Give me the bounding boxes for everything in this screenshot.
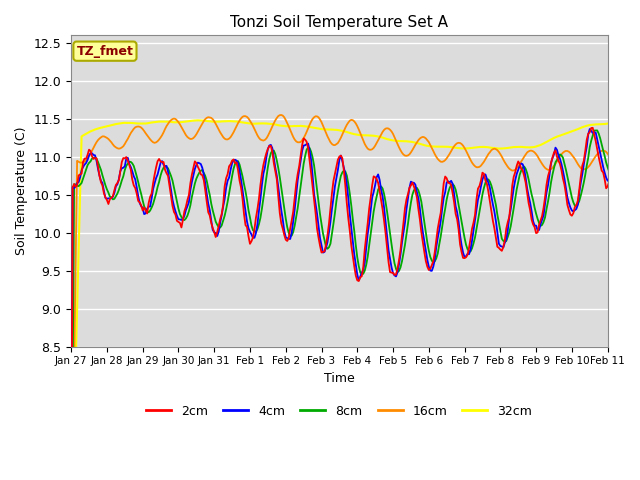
32cm <box>628 116 636 122</box>
8cm <box>638 340 640 346</box>
4cm <box>86 150 94 156</box>
8cm <box>474 217 482 223</box>
4cm <box>625 94 632 99</box>
8cm <box>629 95 637 101</box>
4cm <box>104 195 112 201</box>
2cm <box>623 92 631 97</box>
2cm <box>638 156 640 161</box>
16cm <box>86 151 94 156</box>
16cm <box>476 164 483 170</box>
8cm <box>86 158 94 164</box>
Title: Tonzi Soil Temperature Set A: Tonzi Soil Temperature Set A <box>230 15 449 30</box>
16cm <box>104 136 112 142</box>
2cm <box>104 201 112 207</box>
32cm <box>86 129 94 134</box>
16cm <box>362 144 370 149</box>
2cm <box>559 176 567 181</box>
8cm <box>361 268 369 274</box>
Line: 2cm: 2cm <box>71 95 640 480</box>
Line: 4cm: 4cm <box>71 96 640 480</box>
32cm <box>361 132 369 138</box>
32cm <box>635 407 640 413</box>
32cm <box>474 144 482 150</box>
16cm <box>277 112 285 118</box>
32cm <box>104 123 112 129</box>
Legend: 2cm, 4cm, 8cm, 16cm, 32cm: 2cm, 4cm, 8cm, 16cm, 32cm <box>141 400 538 423</box>
8cm <box>104 190 112 195</box>
4cm <box>361 260 369 265</box>
Line: 32cm: 32cm <box>71 119 640 480</box>
X-axis label: Time: Time <box>324 372 355 385</box>
2cm <box>86 148 94 154</box>
Y-axis label: Soil Temperature (C): Soil Temperature (C) <box>15 127 28 255</box>
16cm <box>561 149 568 155</box>
Line: 8cm: 8cm <box>71 98 640 480</box>
Text: TZ_fmet: TZ_fmet <box>77 45 133 58</box>
16cm <box>638 461 640 467</box>
16cm <box>635 250 640 255</box>
32cm <box>559 132 567 137</box>
4cm <box>474 197 482 203</box>
2cm <box>361 247 369 252</box>
4cm <box>638 149 640 155</box>
4cm <box>559 168 567 174</box>
2cm <box>474 186 482 192</box>
2cm <box>635 143 640 148</box>
Line: 16cm: 16cm <box>71 115 640 480</box>
4cm <box>635 139 640 144</box>
8cm <box>635 115 640 120</box>
8cm <box>559 155 567 160</box>
